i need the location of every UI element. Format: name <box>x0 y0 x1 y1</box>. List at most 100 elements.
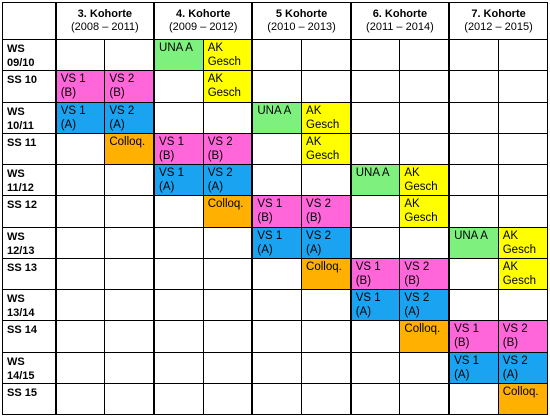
empty-cell <box>301 288 352 322</box>
cell-text <box>356 103 399 104</box>
schedule-cell: VS 2 (A) <box>104 101 155 134</box>
cell-text <box>208 291 252 292</box>
cell-text <box>404 41 448 42</box>
cell-text <box>454 384 497 385</box>
empty-cell <box>104 382 155 416</box>
schedule-cell: VS 2 (A) <box>497 351 549 384</box>
empty-cell <box>349 320 401 353</box>
cell-text <box>208 322 252 323</box>
schedule-cell: AK Gesch <box>301 132 352 166</box>
empty-cell <box>349 38 401 72</box>
empty-cell <box>251 132 303 166</box>
cell-text <box>109 166 153 167</box>
empty-cell <box>153 195 204 228</box>
cell-text <box>257 41 300 42</box>
cell-text <box>306 353 350 354</box>
semester-text: WS 14/15 <box>7 355 35 382</box>
schedule-cell: VS 1 (B) <box>153 132 204 166</box>
cell-text <box>159 103 202 104</box>
cell-text <box>356 72 399 73</box>
cell-text <box>454 134 497 135</box>
semester-label: SS 10 <box>1 70 57 103</box>
cell-text <box>61 166 104 167</box>
empty-cell <box>448 101 499 134</box>
cell-text <box>61 197 104 198</box>
empty-cell <box>54 132 106 166</box>
empty-cell <box>153 70 204 103</box>
empty-cell <box>54 226 106 259</box>
cell-text: VS 2 (A) <box>404 292 430 318</box>
cell-text: VS 1 (A) <box>60 104 86 131</box>
empty-cell <box>251 38 303 72</box>
cell-text: AK Gesch <box>207 42 241 68</box>
empty-cell <box>399 382 450 416</box>
schedule-cell: AK Gesch <box>202 70 253 103</box>
cell-text: UNA A <box>257 104 292 117</box>
cell-text <box>503 103 547 104</box>
cell-text: VS 1 (A) <box>355 292 381 318</box>
semester-text: WS 11/12 <box>7 168 34 194</box>
semester-row: SS 13 Colloq. VS 1 (B) VS 2 (B) AK Gesch <box>1 257 549 291</box>
kohorte-years: (2010 – 2013) <box>267 21 336 33</box>
schedule-cell: UNA A <box>153 38 204 72</box>
empty-cell <box>202 288 253 322</box>
empty-cell <box>448 70 499 103</box>
cell-text: AK Gesch <box>404 167 438 193</box>
empty-cell <box>497 163 549 197</box>
cell-text: AK Gesch <box>404 198 438 225</box>
cell-text <box>257 322 300 323</box>
semester-row: WS 12/13 VS 1 (A) VS 2 (A) UNA A AK Gesch <box>1 226 549 259</box>
cell-text <box>257 259 300 260</box>
kohorte-name: 7. Kohorte <box>471 8 526 20</box>
cell-text <box>61 353 104 354</box>
semester-row: SS 12 Colloq. VS 1 (B) VS 2 (B) AK Gesch <box>1 195 549 228</box>
empty-cell <box>153 226 204 259</box>
cell-text <box>306 384 350 385</box>
semester-row: SS 14 Colloq. VS 1 (B) VS 2 (B) <box>1 320 549 353</box>
semester-text: WS 10/11 <box>7 105 34 132</box>
empty-cell <box>251 70 303 103</box>
cell-text: VS 2 (B) <box>207 135 233 162</box>
schedule-cell: AK Gesch <box>399 163 450 197</box>
empty-cell <box>497 195 549 228</box>
cell-text: Colloq. <box>306 260 342 273</box>
header-row: 3. Kohorte (2008 – 2011) 4. Kohorte (200… <box>1 2 549 40</box>
cell-text: VS 1 (A) <box>454 354 479 381</box>
cell-text: VS 2 (B) <box>306 198 331 225</box>
semester-label: WS 12/13 <box>1 226 57 259</box>
cell-text <box>503 166 547 167</box>
schedule-cell: VS 2 (A) <box>301 226 352 259</box>
semester-label: SS 11 <box>1 132 57 166</box>
cell-text: VS 2 (B) <box>404 260 430 287</box>
cell-text <box>454 41 497 42</box>
semester-row: SS 10 VS 1 (B) VS 2 (B) AK Gesch <box>1 70 549 103</box>
empty-cell <box>349 226 401 259</box>
empty-cell <box>54 195 106 228</box>
cell-text <box>159 72 202 73</box>
empty-cell <box>54 38 106 72</box>
cell-text <box>208 259 252 260</box>
cell-text <box>503 134 547 135</box>
empty-cell <box>349 382 401 416</box>
empty-cell <box>54 320 106 353</box>
empty-cell <box>301 320 352 353</box>
empty-cell <box>104 320 155 353</box>
empty-cell <box>301 351 352 384</box>
semester-text: SS 12 <box>7 199 37 212</box>
cell-text <box>257 166 300 167</box>
cell-text <box>159 384 202 385</box>
empty-cell <box>251 320 303 353</box>
cell-text: VS 1 (B) <box>159 135 184 162</box>
empty-cell <box>349 101 401 134</box>
empty-cell <box>448 288 499 322</box>
empty-cell <box>153 382 204 416</box>
cell-text: VS 1 (B) <box>257 198 283 225</box>
schedule-cell: VS 1 (B) <box>54 70 106 103</box>
empty-cell <box>202 226 253 259</box>
schedule-cell: AK Gesch <box>497 226 549 259</box>
cell-text: AK Gesch <box>502 229 536 256</box>
empty-cell <box>448 382 499 416</box>
cell-text <box>109 322 153 323</box>
empty-cell <box>448 257 499 291</box>
empty-cell <box>251 288 303 322</box>
